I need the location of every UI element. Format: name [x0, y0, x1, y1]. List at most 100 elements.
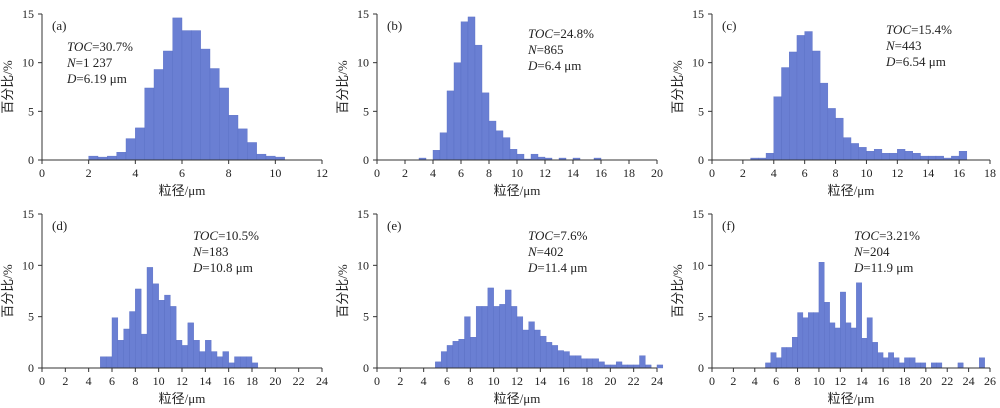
y-tick-label: 10: [692, 258, 704, 272]
histogram-bar: [586, 358, 594, 369]
y-tick-label: 5: [363, 310, 369, 324]
histogram-bar: [615, 361, 623, 369]
histogram-bar: [105, 356, 113, 369]
stat-annotation: TOC=3.21%: [854, 228, 920, 243]
x-tick-label: 6: [458, 166, 464, 180]
histogram-bar: [951, 155, 960, 161]
y-tick-label: 5: [698, 310, 704, 324]
histogram-bar: [474, 44, 483, 161]
x-tick-label: 6: [444, 374, 450, 388]
stat-annotation: TOC=30.7%: [67, 39, 133, 54]
y-tick-label: 0: [363, 361, 369, 375]
x-tick-label: 26: [984, 374, 996, 388]
histogram-bar: [873, 149, 883, 161]
histogram-bar: [116, 152, 127, 161]
x-tick-label: 18: [623, 166, 635, 180]
stat-key: TOC: [528, 228, 553, 243]
stat-value: =204: [863, 244, 890, 259]
x-tick-label: 14: [534, 374, 546, 388]
histogram-bar: [528, 321, 535, 369]
histogram-bar: [957, 362, 964, 369]
stat-key: D: [853, 260, 864, 275]
histogram-bar: [958, 151, 968, 161]
x-tick-label: 10: [860, 166, 872, 180]
x-axis-label: 粒径/μm: [159, 183, 206, 198]
y-tick-label: 5: [28, 310, 34, 324]
histogram-bar: [773, 96, 782, 161]
stat-annotation: D=11.9 μm: [853, 260, 913, 275]
stat-key: D: [885, 54, 896, 69]
x-tick-label: 16: [953, 166, 965, 180]
histogram-bar: [237, 128, 248, 161]
x-axis-label: 粒径/μm: [828, 183, 875, 198]
histogram-bar: [829, 322, 836, 369]
histogram-bar: [440, 351, 448, 369]
x-tick-label: 4: [752, 374, 758, 388]
histogram-bar: [216, 356, 224, 369]
histogram-bar: [889, 152, 898, 161]
histogram-bar: [144, 87, 155, 161]
histogram-bar: [802, 317, 809, 369]
x-tick-label: 0: [709, 374, 715, 388]
stat-value: =11.4 μm: [537, 260, 587, 275]
y-tick-label: 15: [692, 7, 704, 21]
stat-annotation: N=183: [192, 244, 229, 259]
x-tick-label: 10: [511, 166, 523, 180]
histogram-bar: [129, 311, 136, 369]
stat-value: =7.6%: [553, 228, 588, 243]
stat-annotation: N=204: [853, 244, 890, 259]
histogram-bar: [808, 312, 814, 369]
stat-annotation: TOC=15.4%: [886, 22, 952, 37]
y-tick-label: 10: [357, 56, 369, 70]
histogram-bar: [247, 142, 257, 161]
histogram-bar: [432, 150, 441, 161]
x-tick-label: 2: [62, 374, 68, 388]
histogram-bar: [904, 357, 911, 369]
histogram-bar: [598, 361, 605, 369]
y-tick-label: 5: [28, 104, 34, 118]
histogram-bar: [209, 68, 220, 161]
histogram-bar: [446, 90, 455, 161]
panel-label: (b): [387, 18, 402, 33]
stat-key: N: [192, 244, 203, 259]
histogram-bar: [898, 362, 905, 369]
y-tick-label: 10: [22, 258, 34, 272]
y-tick-label: 0: [363, 153, 369, 167]
histogram-bar: [914, 362, 921, 369]
histogram-bar: [125, 138, 136, 161]
histogram-bar: [850, 143, 859, 161]
stat-key: N: [527, 42, 538, 57]
y-axis-label: 百分比/%: [0, 60, 15, 114]
x-tick-label: 10: [269, 166, 281, 180]
histogram-bar: [467, 16, 476, 161]
histogram-bar: [791, 337, 798, 369]
histogram-bar: [819, 82, 829, 161]
histogram-bar: [181, 30, 192, 161]
panel-label: (d): [52, 218, 67, 233]
histogram-bar: [164, 294, 171, 369]
stat-key: N: [853, 244, 864, 259]
histogram-bar: [840, 291, 846, 369]
histogram-bar: [516, 153, 525, 161]
histogram-bar: [199, 351, 206, 369]
stat-key: TOC: [193, 228, 218, 243]
stat-value: =15.4%: [911, 22, 952, 37]
x-tick-label: 8: [132, 374, 138, 388]
histogram-bar: [881, 152, 890, 161]
histogram-bar: [487, 287, 494, 369]
histogram-bar: [460, 21, 469, 161]
histogram-bar: [765, 362, 772, 369]
histogram-bar: [181, 345, 189, 369]
histogram-bar: [786, 347, 793, 369]
histogram-bar: [656, 364, 664, 369]
histogram-bar: [850, 327, 857, 369]
x-tick-label: 8: [795, 374, 801, 388]
histogram-bar: [219, 87, 229, 161]
histogram-bar: [835, 117, 844, 161]
histogram-bar: [935, 155, 944, 161]
x-tick-label: 24: [963, 374, 975, 388]
x-tick-label: 2: [86, 166, 92, 180]
histogram-bar: [834, 327, 841, 369]
y-tick-label: 0: [698, 361, 704, 375]
histogram-bar: [100, 356, 107, 369]
